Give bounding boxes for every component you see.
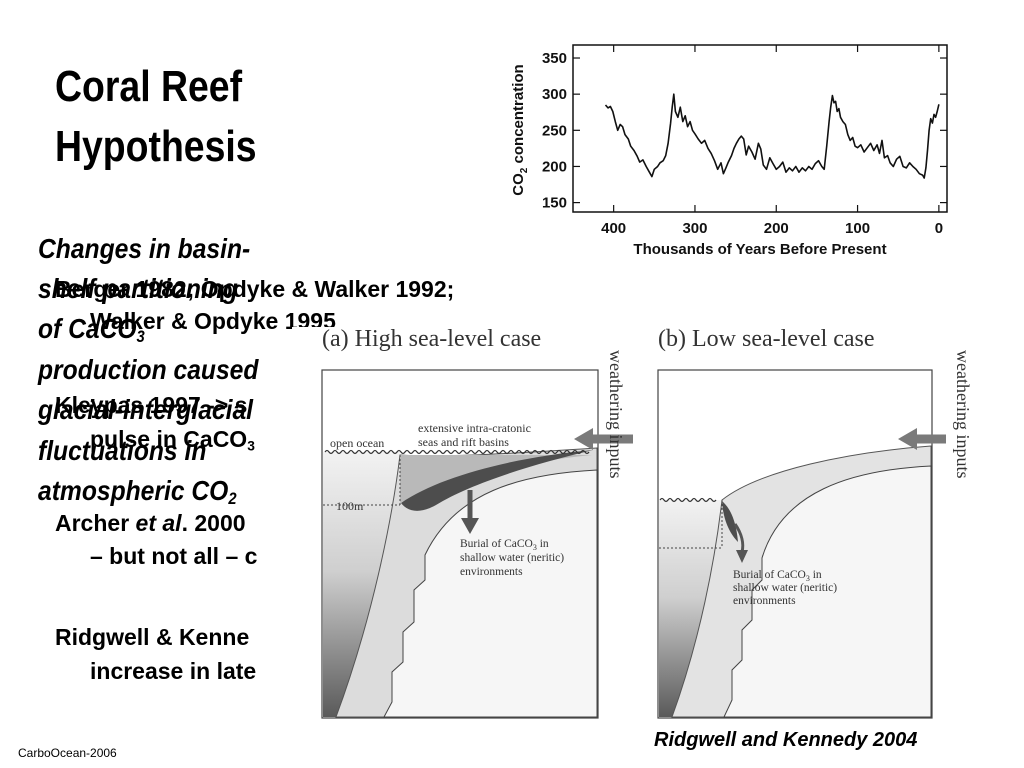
low-sea-level-diagram: (b) Low sea-level case Burial of CaCO3 i… [657, 326, 973, 719]
y-axis-label-rest: concentration [510, 64, 527, 167]
y-tick-label: 250 [542, 122, 567, 139]
seas-label-line-2: seas and rift basins [418, 435, 509, 449]
plot-frame [572, 44, 948, 213]
burial-label-line-1: Burial of CaCO3 in [733, 569, 822, 583]
burial-label-rest: in [810, 569, 822, 581]
weathering-inputs-label: weathering inputs [606, 350, 626, 478]
open-ocean-water [323, 452, 400, 717]
burial-arrow [733, 523, 745, 553]
burial-label-subscript: 3 [806, 574, 810, 583]
high-sea-level-diagram: (a) High sea-level case extensive intra-… [321, 326, 633, 719]
bullet-subscript: 3 [247, 438, 255, 454]
figure-caption: Ridgwell and Kennedy 2004 [654, 729, 918, 751]
axis-ticks [573, 45, 947, 212]
weathering-arrow-head [898, 428, 917, 450]
high-sea-level-title: (a) High sea-level case [322, 326, 541, 352]
x-tick-label: 300 [682, 220, 707, 237]
hypothesis-text: atmospheric CO [38, 475, 229, 506]
y-tick-label: 300 [542, 86, 567, 103]
y-tick-label: 150 [542, 195, 567, 212]
hypothesis-line: atmospheric CO2 [38, 474, 237, 508]
hypothesis-line: fluctuations in [38, 435, 207, 466]
reference-bullet: Archer et al. 2000 [55, 509, 246, 537]
hypothesis-subscript: 2 [228, 489, 237, 509]
reference-bullet-continuation: increase in late [90, 658, 257, 684]
open-ocean-label: open ocean [330, 436, 384, 450]
sea-surface [659, 497, 717, 503]
hypothesis-line: of CaCO3 [38, 312, 145, 346]
reference-bullet-continuation: – but not all – c [90, 543, 258, 569]
burial-label-rest: in [537, 538, 549, 550]
slide-title-line-2: Hypothesis [55, 122, 257, 171]
burial-arrow-head [461, 518, 479, 534]
caco3-deposit [401, 450, 593, 511]
continental-basement [383, 469, 598, 718]
co2-chart: 350 300 250 200 150 400 300 200 100 0 Thousands o… [510, 44, 948, 258]
burial-label-base: Burial of CaCO [733, 569, 806, 581]
hypothesis-line: production caused [38, 354, 259, 385]
weathering-arrow-head [574, 428, 593, 450]
seas-label-line-1: extensive intra-cratonic [418, 421, 531, 435]
hypothesis-line: shelf partitioning [38, 273, 238, 304]
hypothesis-line: glacial-interglacial [38, 394, 254, 425]
y-axis-label-subscript: 2 [519, 167, 530, 173]
burial-label-base: Burial of CaCO [460, 538, 533, 550]
x-tick-label: 0 [935, 220, 943, 237]
sea-surface [324, 449, 590, 455]
axis-tick-labels: 350 300 250 200 150 400 300 200 100 0 [542, 50, 943, 237]
bullet-text: Archer [55, 510, 136, 536]
hypothesis-subscript: 3 [136, 327, 145, 347]
burial-arrow-head [736, 550, 748, 563]
burial-label-line-3: environments [733, 595, 796, 607]
x-axis-label: Thousands of Years Before Present [633, 241, 886, 258]
hypothesis-line: Changes in basin- [38, 233, 251, 264]
shallow-sea-water [400, 455, 592, 503]
reference-bullet: Ridgwell & Kenne [55, 624, 250, 650]
weathering-inputs-label: weathering inputs [953, 350, 973, 478]
x-tick-label: 100 [845, 220, 870, 237]
caco3-deposit [722, 501, 738, 542]
hypothesis-text: of CaCO [38, 313, 137, 344]
x-tick-label: 200 [764, 220, 789, 237]
slide-footer: CarboOcean-2006 [18, 746, 117, 760]
co2-series-line [604, 93, 940, 179]
slide-title-line-1: Coral Reef [55, 62, 243, 111]
depth-label: 100m [336, 499, 364, 513]
x-tick-label: 400 [601, 220, 626, 237]
reference-bullet: Berger 1982; Opdyke & Walker 1992; [55, 276, 455, 302]
burial-label-subscript: 3 [533, 543, 537, 552]
low-sea-level-title: (b) Low sea-level case [658, 326, 875, 352]
bullet-text: pulse in CaCO [90, 426, 248, 452]
reference-bullet-continuation: pulse in CaCO3 [90, 425, 255, 453]
y-tick-label: 200 [542, 158, 567, 175]
bullet-text: . 2000 [181, 510, 246, 536]
burial-label-line-2: shallow water (neritic) [460, 552, 564, 564]
y-axis-label: CO2 concentration [510, 64, 530, 195]
y-tick-label: 350 [542, 50, 567, 67]
burial-label-line-3: environments [460, 566, 523, 578]
y-axis-label-base: CO [510, 173, 527, 196]
burial-label-line-2: shallow water (neritic) [733, 582, 837, 594]
continental-basement [723, 465, 932, 718]
bullet-italic: et al [135, 510, 182, 536]
open-ocean-water [659, 500, 722, 717]
reference-bullet: Kleypas 1997 -> s [55, 392, 248, 418]
burial-label-line-1: Burial of CaCO3 in [460, 538, 549, 552]
